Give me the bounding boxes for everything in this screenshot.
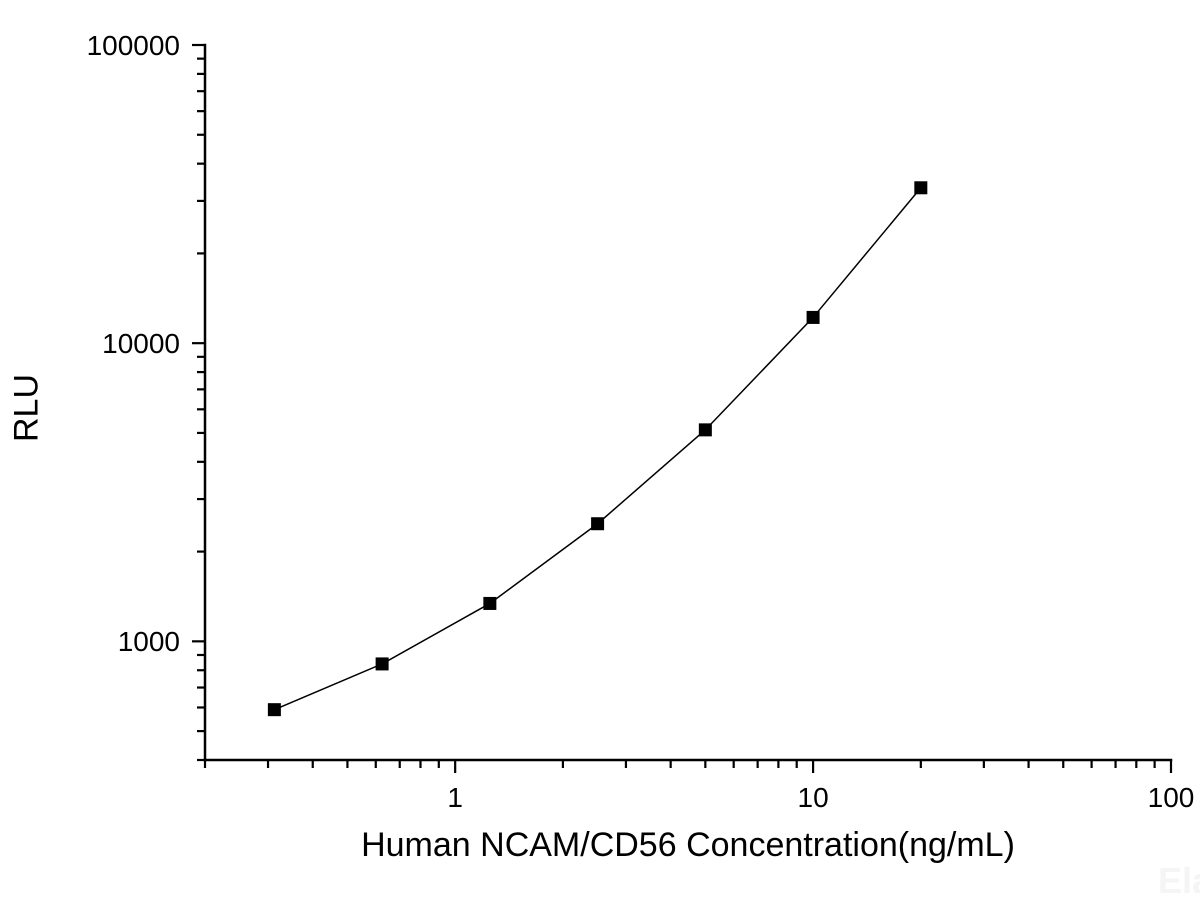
ticks (192, 43, 1173, 773)
y-tick-label: 10000 (102, 328, 180, 359)
x-tick-label: 100 (1148, 782, 1195, 813)
data-point-marker (698, 423, 712, 437)
data-point-marker (375, 657, 389, 671)
data-point-marker (483, 596, 497, 610)
y-tick-label: 100000 (87, 30, 180, 61)
data-point-marker (267, 703, 281, 717)
x-tick-label: 1 (447, 782, 463, 813)
axes (203, 43, 1173, 762)
y-tick-label: 1000 (118, 626, 180, 657)
watermark: Ela (1158, 860, 1200, 900)
x-axis-title: Human NCAM/CD56 Concentration(ng/mL) (361, 826, 1015, 864)
data-point-marker (914, 181, 928, 195)
series-line (274, 187, 922, 711)
data-point-marker (591, 517, 605, 531)
data-point-marker (806, 310, 820, 324)
x-tick-label: 10 (798, 782, 829, 813)
y-axis-title: RLU (7, 373, 46, 443)
